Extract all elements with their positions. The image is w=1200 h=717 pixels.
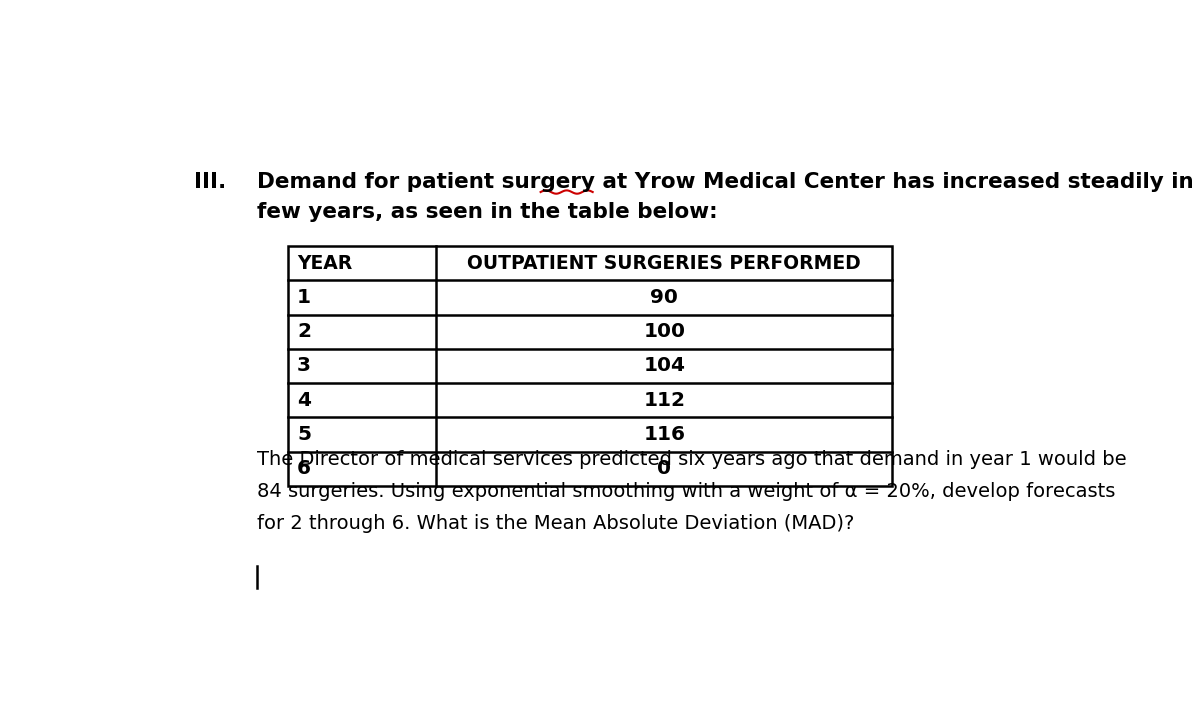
Text: 5: 5 <box>296 425 311 444</box>
Text: few years, as seen in the table below:: few years, as seen in the table below: <box>257 202 718 222</box>
Text: The Director of medical services predicted six years ago that demand in year 1 w: The Director of medical services predict… <box>257 450 1127 470</box>
Text: 6: 6 <box>296 459 311 478</box>
Text: III.: III. <box>193 171 226 191</box>
Text: 84 surgeries. Using exponential smoothing with a weight of α = 20%, develop fore: 84 surgeries. Using exponential smoothin… <box>257 483 1115 501</box>
Text: 100: 100 <box>643 322 685 341</box>
Text: OUTPATIENT SURGERIES PERFORMED: OUTPATIENT SURGERIES PERFORMED <box>468 254 862 272</box>
Text: for 2 through 6. What is the Mean Absolute Deviation (MAD)?: for 2 through 6. What is the Mean Absolu… <box>257 515 854 533</box>
Text: 116: 116 <box>643 425 685 444</box>
Text: 112: 112 <box>643 391 685 409</box>
Text: 3: 3 <box>296 356 311 376</box>
Text: Demand for patient surgery at Yrow Medical Center has increased steadily in the : Demand for patient surgery at Yrow Medic… <box>257 171 1200 191</box>
Text: 4: 4 <box>296 391 311 409</box>
Text: 90: 90 <box>650 288 678 307</box>
Text: 1: 1 <box>296 288 311 307</box>
Text: 2: 2 <box>296 322 311 341</box>
Bar <box>288 246 892 485</box>
Text: 0: 0 <box>658 459 671 478</box>
Text: 104: 104 <box>643 356 685 376</box>
Text: YEAR: YEAR <box>296 254 352 272</box>
